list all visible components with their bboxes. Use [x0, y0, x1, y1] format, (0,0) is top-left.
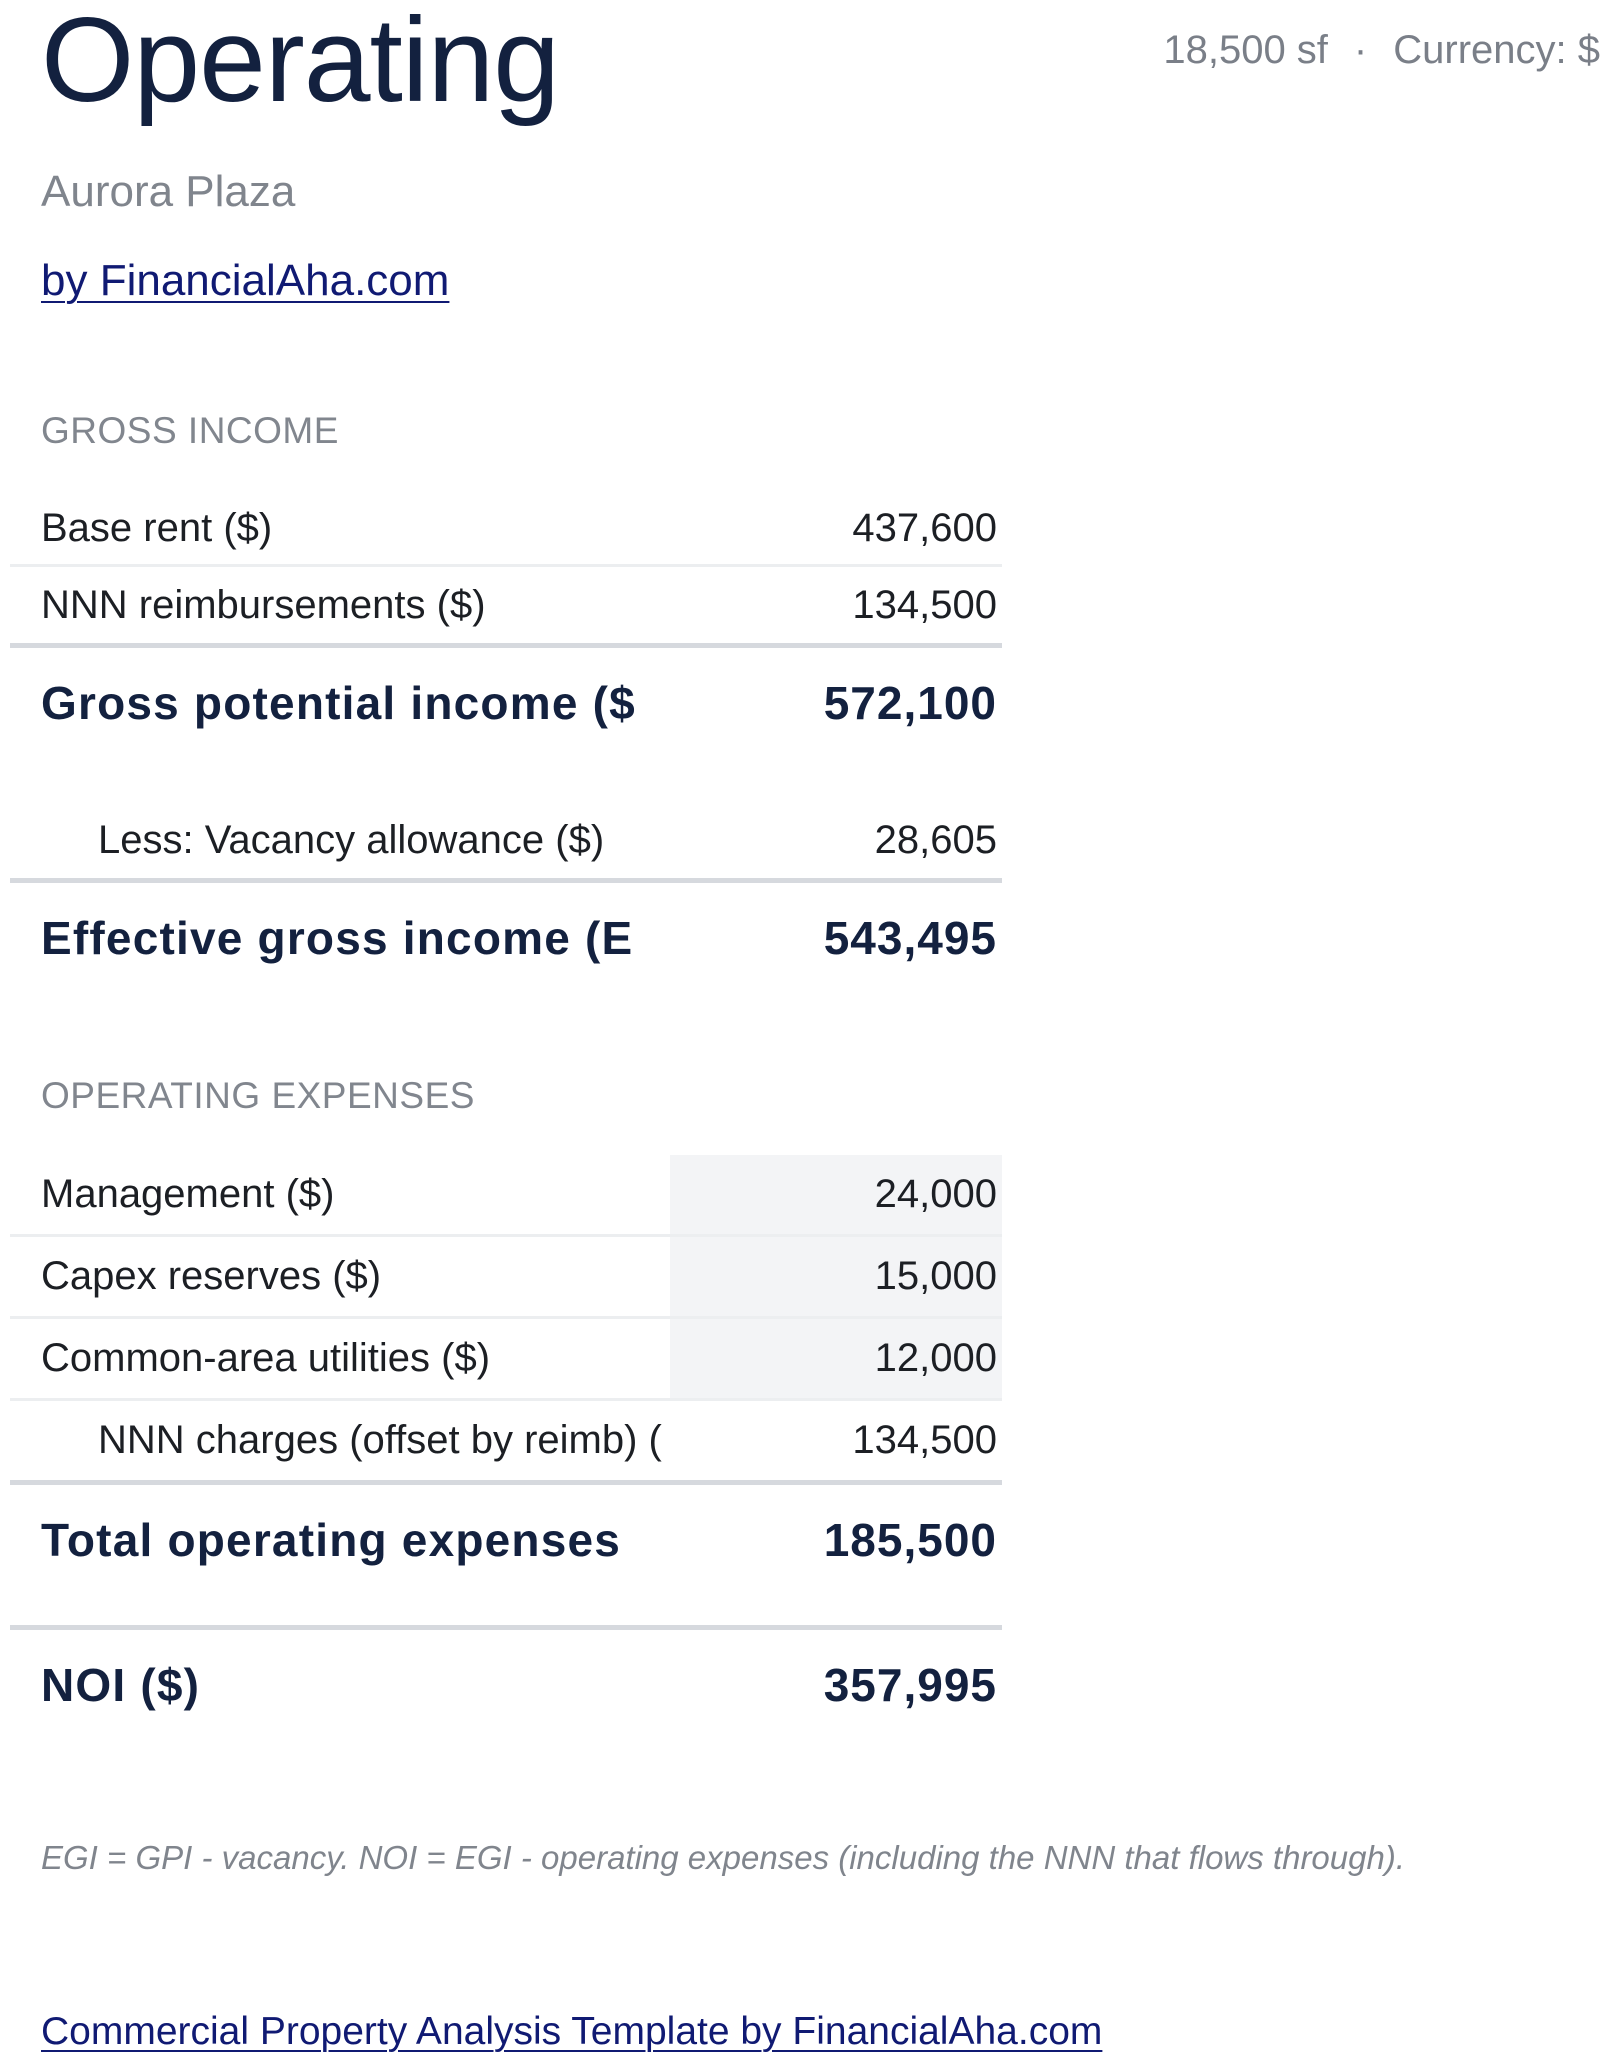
meta-separator: · — [1353, 28, 1368, 72]
input-cell — [670, 1155, 1002, 1234]
page-title: Operating — [41, 0, 560, 127]
management-value: 24,000 — [874, 1172, 997, 1216]
gross-potential-income-value: 572,100 — [823, 677, 997, 729]
gross-potential-income-label: Gross potential income ($ — [41, 677, 636, 729]
nnn-charges-value: 134,500 — [852, 1418, 997, 1462]
nnn-charges-label: NNN charges (offset by reimb) ( — [98, 1418, 662, 1462]
vacancy-allowance-row: Less: Vacancy allowance ($) 28,605 — [10, 802, 1002, 883]
total-operating-expenses-label: Total operating expenses — [41, 1514, 622, 1566]
noi-row: NOI ($) 357,995 — [10, 1640, 1002, 1730]
property-meta: 18,500 sf · Currency: $ — [1163, 28, 1600, 73]
nnn-reimbursements-value: 134,500 — [852, 582, 997, 627]
base-rent-row: Base rent ($) 437,600 — [10, 493, 1002, 567]
noi-value: 357,995 — [823, 1659, 997, 1711]
base-rent-value: 437,600 — [852, 506, 997, 550]
input-cell — [670, 1237, 1002, 1316]
common-area-utilities-value: 12,000 — [874, 1336, 997, 1380]
total-operating-expenses-value: 185,500 — [823, 1514, 997, 1566]
vacancy-allowance-label: Less: Vacancy allowance ($) — [98, 817, 605, 862]
currency-text: Currency: $ — [1393, 28, 1600, 72]
input-cell — [670, 1319, 1002, 1398]
common-area-utilities-row: Common-area utilities ($) 12,000 — [10, 1319, 1002, 1401]
total-operating-expenses-row: Total operating expenses 185,500 — [10, 1495, 1002, 1585]
area-text: 18,500 sf — [1163, 28, 1328, 72]
noi-divider — [10, 1625, 1002, 1630]
nnn-reimbursements-row: NNN reimbursements ($) 134,500 — [10, 567, 1002, 648]
gross-income-section-label: GROSS INCOME — [41, 410, 339, 451]
common-area-utilities-label: Common-area utilities ($) — [41, 1336, 491, 1380]
effective-gross-income-label: Effective gross income (E — [41, 912, 634, 964]
operating-expenses-section-label: OPERATING EXPENSES — [41, 1075, 475, 1116]
vacancy-allowance-value: 28,605 — [874, 817, 997, 862]
byline-link[interactable]: by FinancialAha.com — [41, 256, 450, 305]
base-rent-label: Base rent ($) — [41, 506, 273, 550]
gross-potential-income-row: Gross potential income ($ 572,100 — [10, 658, 1002, 748]
nnn-charges-row: NNN charges (offset by reimb) ( 134,500 — [10, 1401, 1002, 1485]
management-label: Management ($) — [41, 1172, 335, 1216]
formula-note: EGI = GPI - vacancy. NOI = EGI - operati… — [41, 1839, 1406, 1876]
property-name: Aurora Plaza — [41, 167, 296, 216]
capex-reserves-value: 15,000 — [874, 1254, 997, 1298]
footer-link[interactable]: Commercial Property Analysis Template by… — [41, 2010, 1103, 2053]
capex-reserves-row: Capex reserves ($) 15,000 — [10, 1237, 1002, 1319]
effective-gross-income-row: Effective gross income (E 543,495 — [10, 893, 1002, 983]
management-row: Management ($) 24,000 — [10, 1155, 1002, 1237]
capex-reserves-label: Capex reserves ($) — [41, 1254, 382, 1298]
nnn-reimbursements-label: NNN reimbursements ($) — [41, 582, 486, 627]
effective-gross-income-value: 543,495 — [823, 912, 997, 964]
noi-label: NOI ($) — [41, 1659, 201, 1711]
